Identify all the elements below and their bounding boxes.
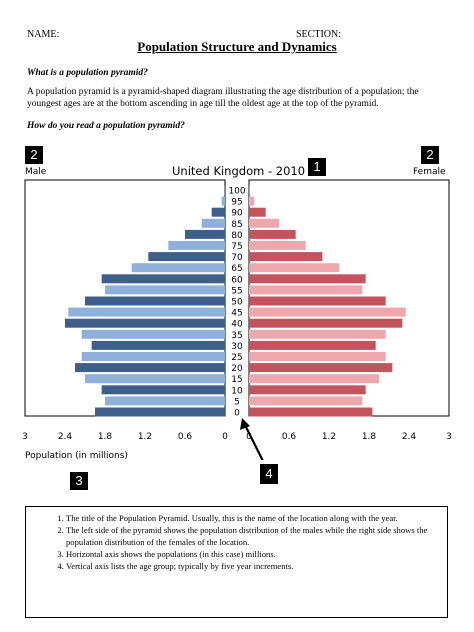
x-tick-left-3: 1.2 xyxy=(138,432,152,442)
age-label-90: 90 xyxy=(231,209,243,219)
male-bar-75 xyxy=(168,241,225,250)
age-label-15: 15 xyxy=(231,375,242,385)
male-bar-55 xyxy=(105,285,225,295)
age-label-65: 65 xyxy=(231,264,242,274)
age-label-5: 5 xyxy=(234,397,240,407)
male-bar-85 xyxy=(201,218,225,228)
x-tick-right-5: 3 xyxy=(446,432,452,442)
page-title: Population Structure and Dynamics xyxy=(137,39,337,54)
female-bar-55 xyxy=(249,285,363,295)
male-bar-45 xyxy=(68,307,225,317)
legend-item-title: The title of the Population Pyramid. Usu… xyxy=(66,512,437,524)
badge-2-right: 2 xyxy=(421,146,439,164)
arrow-line xyxy=(244,424,264,460)
x-axis-label: Population (in millions) xyxy=(25,451,128,461)
age-label-10: 10 xyxy=(231,386,243,396)
female-bar-100 xyxy=(249,185,250,195)
x-tick-left-5: 0 xyxy=(222,432,228,442)
male-bar-35 xyxy=(81,329,226,339)
age-label-55: 55 xyxy=(231,286,242,296)
age-label-85: 85 xyxy=(231,220,242,230)
male-bar-25 xyxy=(81,352,226,361)
age-label-75: 75 xyxy=(231,242,242,252)
female-bar-80 xyxy=(249,229,296,239)
age-label-50: 50 xyxy=(231,298,243,308)
age-label-20: 20 xyxy=(231,364,243,374)
age-label-60: 60 xyxy=(231,275,243,285)
question-how: How do you read a population pyramid? xyxy=(27,121,185,131)
male-bar-40 xyxy=(65,318,225,328)
x-tick-left-2: 1.8 xyxy=(98,432,113,442)
age-label-80: 80 xyxy=(231,231,243,241)
male-bar-5 xyxy=(105,396,225,406)
name-label: NAME: xyxy=(27,29,60,40)
badge-3: 3 xyxy=(70,472,88,490)
male-bar-65 xyxy=(131,263,225,273)
legend-box: The title of the Population Pyramid. Usu… xyxy=(25,506,448,618)
legend-item-horizontal-axis: Horizontal axis shows the populations (i… xyxy=(66,548,437,560)
female-bar-35 xyxy=(249,329,386,339)
arrow-head xyxy=(240,418,250,430)
male-bar-20 xyxy=(75,363,225,373)
x-tick-right-3: 1.8 xyxy=(362,432,377,442)
section-label: SECTION: xyxy=(296,29,341,40)
x-tick-right-2: 1.2 xyxy=(322,432,336,442)
badge-4: 4 xyxy=(260,464,278,484)
intro-paragraph: A population pyramid is a pyramid-shaped… xyxy=(27,87,419,109)
female-bar-90 xyxy=(249,207,266,217)
female-bar-50 xyxy=(249,296,386,306)
x-tick-left-4: 0.6 xyxy=(178,432,193,442)
female-bar-40 xyxy=(249,318,403,328)
female-bar-20 xyxy=(249,363,393,373)
legend-item-sides: The left side of the pyramid shows the p… xyxy=(66,524,437,548)
age-label-30: 30 xyxy=(231,342,243,352)
male-bar-80 xyxy=(185,229,225,239)
age-label-95: 95 xyxy=(231,198,242,208)
x-tick-right-1: 0.6 xyxy=(282,432,297,442)
chart-title: United Kingdom - 2010 xyxy=(172,164,306,178)
female-bar-65 xyxy=(249,263,339,273)
male-bar-70 xyxy=(148,252,225,262)
female-label: Female xyxy=(413,167,446,177)
female-bar-95 xyxy=(249,196,255,206)
male-bar-100 xyxy=(224,185,225,195)
age-label-0: 0 xyxy=(234,409,240,419)
female-bar-25 xyxy=(249,352,386,361)
population-pyramid-chart: 0510152025303540455055606570758085909510… xyxy=(22,179,452,460)
female-bar-10 xyxy=(249,385,366,395)
female-bar-5 xyxy=(249,396,363,406)
age-label-70: 70 xyxy=(231,253,243,263)
female-bar-30 xyxy=(249,340,376,350)
age-label-35: 35 xyxy=(231,331,242,341)
x-tick-left-1: 2.4 xyxy=(58,432,73,442)
male-bar-50 xyxy=(85,296,225,306)
legend-item-vertical-axis: Vertical axis lists the age group; typic… xyxy=(66,560,437,572)
badge-2-left: 2 xyxy=(25,146,43,164)
male-bar-90 xyxy=(211,207,225,217)
badge-1: 1 xyxy=(308,158,326,176)
female-bar-75 xyxy=(249,241,306,250)
male-bar-15 xyxy=(85,374,225,384)
age-label-25: 25 xyxy=(231,353,242,363)
male-label: Male xyxy=(25,167,47,177)
female-bar-60 xyxy=(249,274,366,284)
legend-list: The title of the Population Pyramid. Usu… xyxy=(26,507,447,572)
male-bar-30 xyxy=(91,340,226,350)
male-bar-95 xyxy=(221,196,225,206)
female-bar-45 xyxy=(249,307,406,317)
male-bar-60 xyxy=(101,274,225,284)
female-bar-70 xyxy=(249,252,323,262)
x-tick-right-0: 0 xyxy=(246,432,252,442)
x-tick-right-4: 2.4 xyxy=(402,432,417,442)
female-bar-0 xyxy=(249,407,373,417)
age-label-100: 100 xyxy=(228,187,245,197)
female-bar-85 xyxy=(249,218,279,228)
age-label-40: 40 xyxy=(231,320,243,330)
male-bar-0 xyxy=(95,407,225,417)
x-tick-left-0: 3 xyxy=(22,432,28,442)
male-bar-10 xyxy=(101,385,225,395)
age-label-45: 45 xyxy=(231,309,242,319)
female-bar-15 xyxy=(249,374,379,384)
question-what: What is a population pyramid? xyxy=(27,68,148,78)
